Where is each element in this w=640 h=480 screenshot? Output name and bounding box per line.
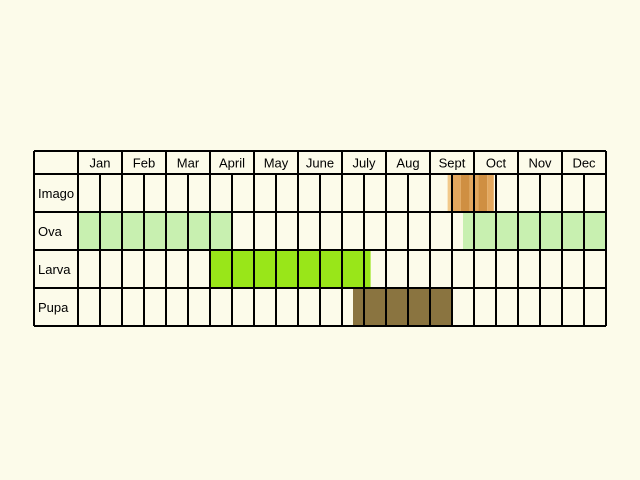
imago-period-0 [447,174,452,212]
month-label: Aug [396,156,419,171]
imago-period-1 [452,174,461,212]
chart-labels: Jan Feb Mar April May June July Aug Sept Oct Nov De… [38,156,596,316]
month-label: Sept [439,156,466,171]
month-label: June [306,156,334,171]
imago-period-2 [460,174,470,212]
imago-period-4 [478,174,488,212]
larva-period-0 [210,250,371,288]
ova-period-0 [78,212,232,250]
month-label: Jan [90,156,111,171]
month-label: Nov [528,156,552,171]
month-label: Mar [177,156,200,171]
month-label: April [219,156,245,171]
period-bars [78,174,606,326]
stage-label: Imago [38,186,74,201]
stage-label: Ova [38,224,63,239]
imago-period-5 [487,174,494,212]
month-label: Feb [133,156,155,171]
stage-label: Larva [38,262,71,277]
stage-label: Pupa [38,300,69,315]
month-label: July [352,156,376,171]
ova-period-1 [463,212,606,250]
month-label: Dec [572,156,596,171]
pupa-period-0 [353,288,452,326]
month-label: Oct [486,156,507,171]
chart-grid [33,150,607,327]
month-label: May [264,156,289,171]
